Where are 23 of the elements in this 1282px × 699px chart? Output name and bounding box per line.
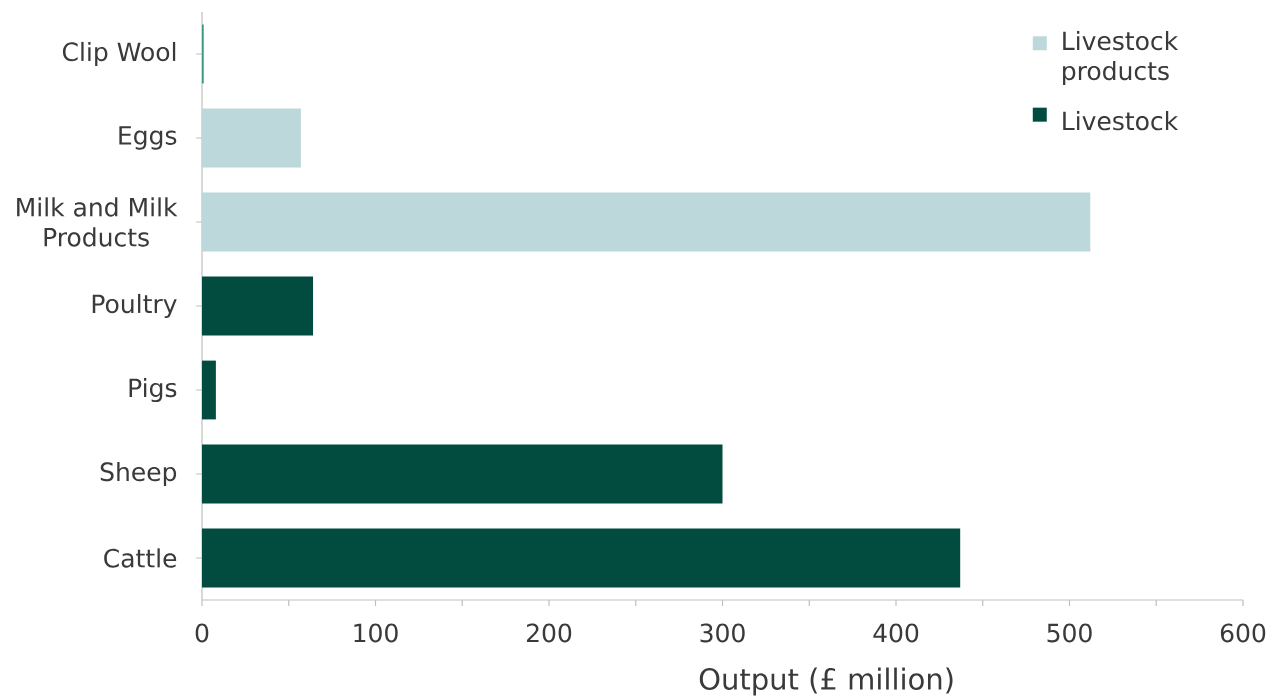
x-tick-label: 0 [195, 623, 209, 643]
x-tick-label: 400 [873, 623, 919, 643]
legend-label: Livestock products [1063, 30, 1179, 86]
y-tick-label: Milk and Milk Products [17, 197, 178, 247]
x-tick-label: 200 [526, 623, 572, 643]
y-tick-label: Pigs [129, 377, 177, 403]
x-axis-title: Output (£ million) [699, 667, 953, 696]
x-tick-label: 300 [700, 623, 745, 643]
bar [202, 276, 314, 336]
bar [202, 444, 723, 504]
x-tick-label: 100 [354, 623, 398, 643]
x-tick-label: 600 [1220, 623, 1266, 643]
bar [202, 108, 301, 168]
y-tick-label: Clip Wool [62, 41, 176, 67]
x-tick-label: 500 [1047, 623, 1092, 643]
legend-label: Livestock [1063, 110, 1179, 131]
y-tick-label: Sheep [100, 461, 177, 487]
bar [202, 528, 961, 588]
bar [202, 360, 216, 420]
y-tick-label: Cattle [104, 548, 177, 568]
y-tick-label: Poultry [92, 293, 177, 319]
y-tick-label: Eggs [119, 126, 177, 150]
bar [202, 192, 1091, 252]
